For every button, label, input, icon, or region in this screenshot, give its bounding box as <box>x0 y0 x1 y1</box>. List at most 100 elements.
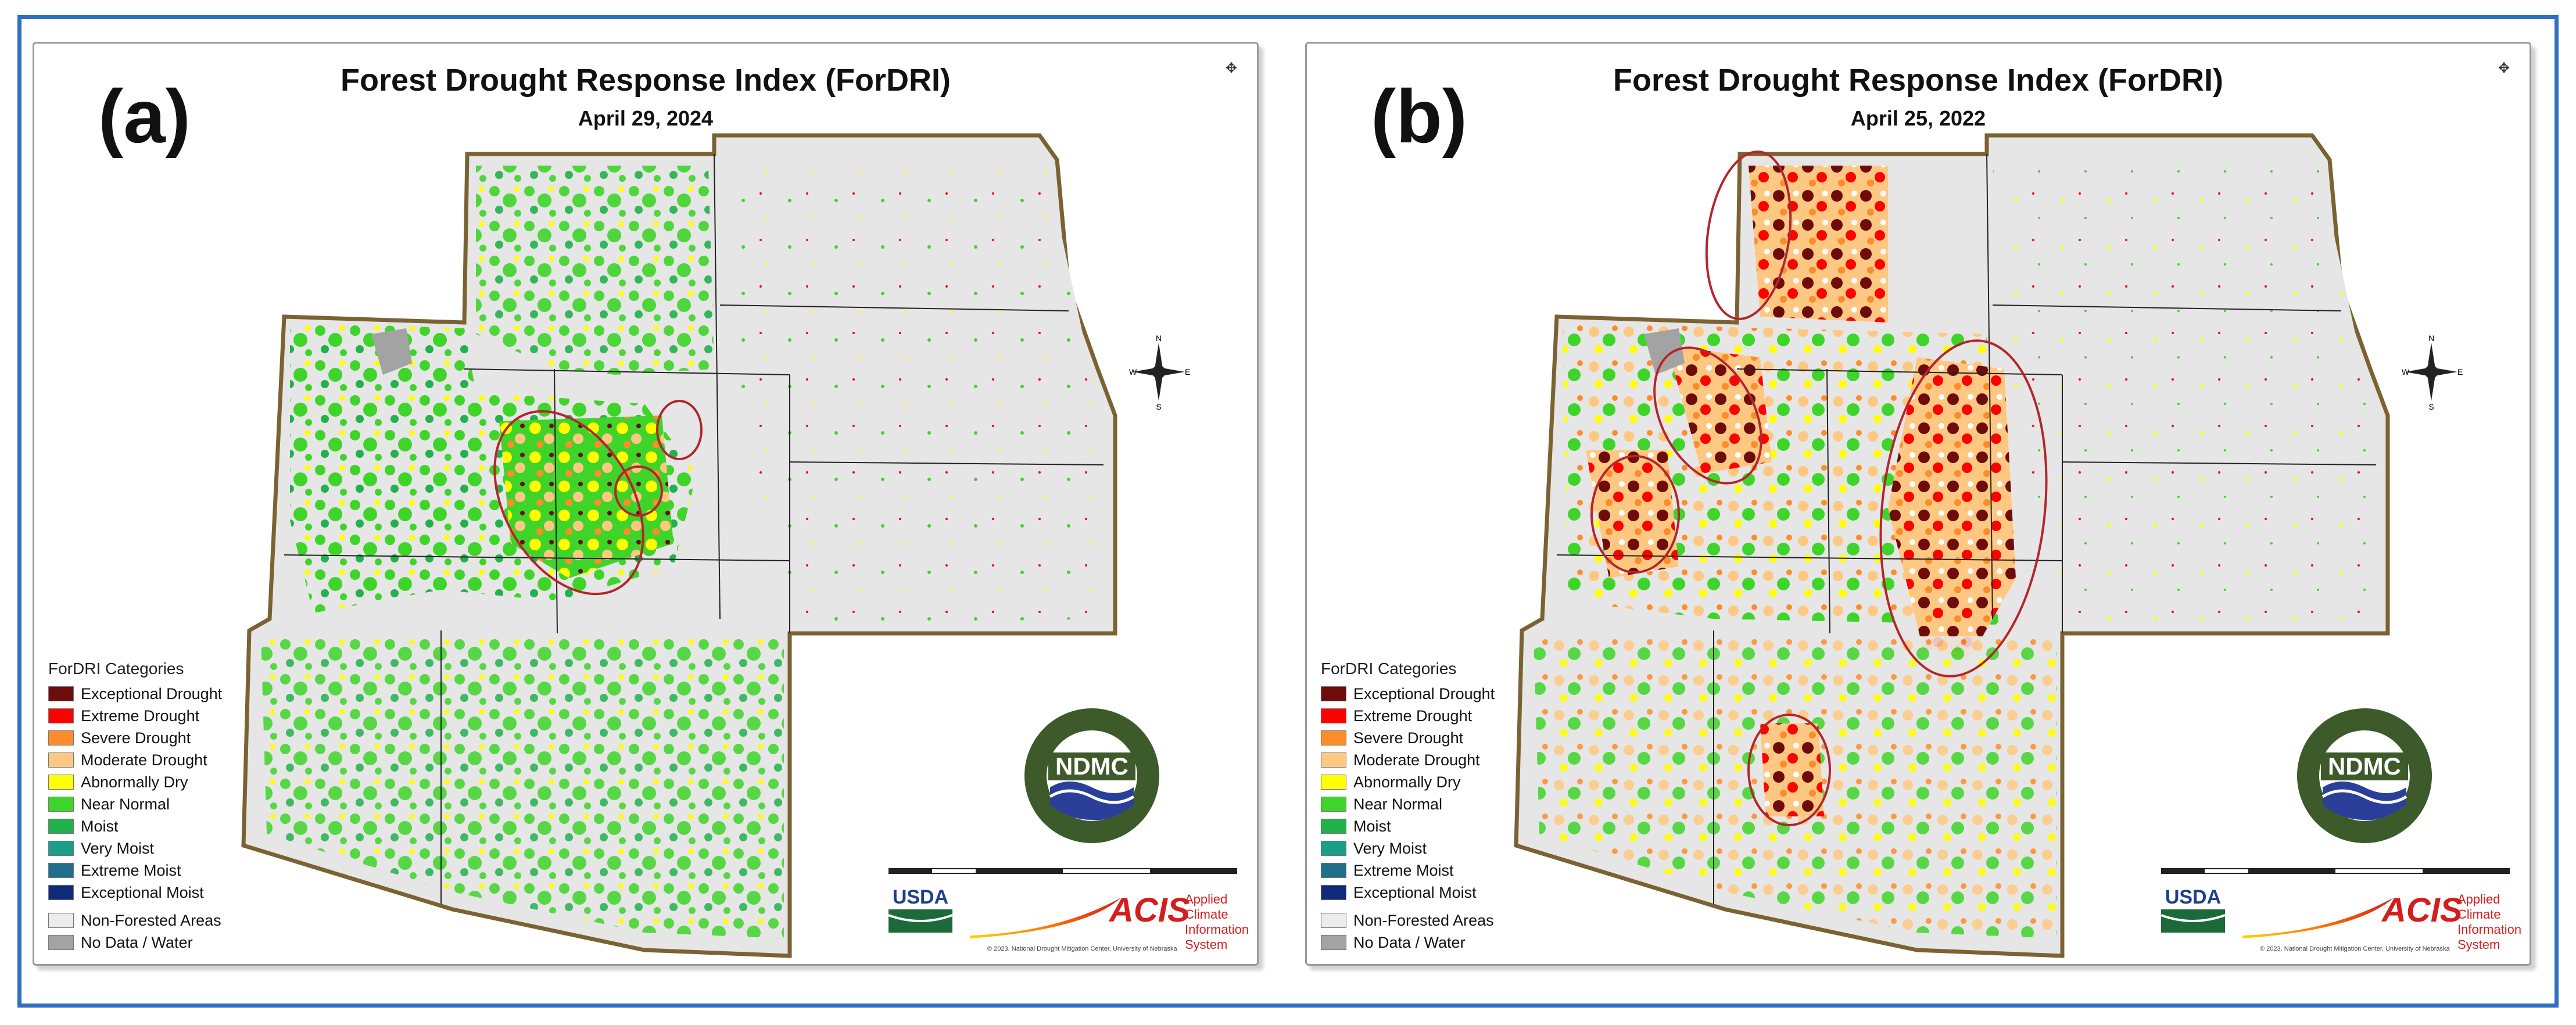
legend-item: Severe Drought <box>1321 727 1495 749</box>
legend-label: Abnormally Dry <box>81 773 188 791</box>
legend-item: Moderate Drought <box>1321 749 1495 771</box>
legend-item: Extreme Moist <box>1321 859 1495 881</box>
legend-swatch <box>48 752 74 768</box>
legend-title: ForDRI Categories <box>48 660 184 678</box>
legend-label: Very Moist <box>81 839 155 857</box>
credit-text: © 2023. National Drought Mitigation Cent… <box>987 945 1177 952</box>
map-title: Forest Drought Response Index (ForDRI) <box>340 63 951 98</box>
compass-n: N <box>2428 334 2434 343</box>
legend-item: Exceptional Moist <box>48 881 222 904</box>
legend-item: Extreme Drought <box>48 705 222 727</box>
legend-item: No Data / Water <box>1321 931 1495 954</box>
compass-w: W <box>2402 367 2410 377</box>
ndmc-logo: NDMC <box>1024 708 1159 843</box>
ndmc-text: NDMC <box>2328 752 2401 780</box>
legend-swatch <box>48 885 74 900</box>
legend-label: Extreme Moist <box>1353 861 1454 879</box>
acis-text: ACIS <box>1109 891 1190 929</box>
legend-item: Near Normal <box>1321 793 1495 815</box>
credit-text: © 2023. National Drought Mitigation Cent… <box>2260 945 2450 952</box>
legend-item: Very Moist <box>48 837 222 859</box>
legend-swatch <box>1321 708 1346 723</box>
compass-s: S <box>2428 402 2434 410</box>
legend-label: Non-Forested Areas <box>81 911 221 929</box>
usda-logo: USDA <box>888 886 952 933</box>
legend-swatch <box>48 797 74 812</box>
legend-item: Exceptional Moist <box>1321 881 1495 904</box>
legend-item: Non-Forested Areas <box>1321 909 1495 931</box>
outer-frame <box>17 15 2559 1008</box>
legend-swatch <box>1321 730 1346 746</box>
legend-extra: Non-Forested Areas No Data / Water <box>48 909 222 954</box>
legend: ForDRI Categories Exceptional Drought Ext… <box>1321 660 1495 954</box>
legend-label: Moist <box>1353 817 1391 835</box>
legend-label: Exceptional Moist <box>1353 883 1477 901</box>
acis-subtitle: Applied Climate Information System <box>1185 892 1249 952</box>
legend-swatch <box>48 708 74 723</box>
acis-text: ACIS <box>2382 891 2463 929</box>
legend-label: Exceptional Drought <box>81 684 223 703</box>
map-canvas-a <box>241 133 1117 958</box>
legend-label: Moist <box>81 817 119 835</box>
map-canvas-b <box>1514 133 2390 958</box>
map-panel-b: ✥ (b) Forest Drought Response Index (For… <box>1305 42 2531 966</box>
legend-item: Severe Drought <box>48 727 222 749</box>
legend-label: Extreme Drought <box>81 707 200 725</box>
map-panel-a: ✥ (a) Forest Drought Response Index (For… <box>33 42 1259 966</box>
legend-swatch <box>1321 913 1346 928</box>
legend-swatch <box>1321 752 1346 768</box>
highlight-ellipse <box>614 465 663 517</box>
legend-swatch <box>48 913 74 928</box>
highlight-ellipse <box>1747 714 1831 826</box>
legend-item: Moist <box>48 815 222 837</box>
legend-swatch <box>48 775 74 790</box>
legend-label: Exceptional Drought <box>1353 684 1495 703</box>
acis-subtitle: Applied Climate Information System <box>2457 892 2522 952</box>
highlight-ellipse <box>1653 346 1762 485</box>
legend-swatch <box>1321 775 1346 790</box>
legend-label: Extreme Moist <box>81 861 181 879</box>
great-salt-lake <box>1644 328 1685 375</box>
legend-label: Moderate Drought <box>1353 751 1480 769</box>
legend-label: Severe Drought <box>81 729 191 747</box>
legend-label: Exceptional Moist <box>81 883 204 901</box>
usda-text: USDA <box>892 886 949 908</box>
legend-item: Abnormally Dry <box>48 771 222 793</box>
panel-label: (a) <box>98 74 191 159</box>
legend: ForDRI Categories Exceptional Drought Ext… <box>48 660 222 954</box>
legend-label: No Data / Water <box>1353 933 1466 951</box>
legend-swatch <box>1321 935 1346 950</box>
usda-text: USDA <box>2165 886 2222 908</box>
legend-item: Very Moist <box>1321 837 1495 859</box>
map-tool-icon: ✥ <box>1226 60 1238 76</box>
legend-label: Severe Drought <box>1353 729 1464 747</box>
legend-item: Exceptional Drought <box>48 683 222 705</box>
legend-swatch <box>1321 819 1346 834</box>
map-tool-icon: ✥ <box>2498 60 2510 76</box>
legend-swatch <box>48 819 74 834</box>
compass-e: E <box>1185 367 1190 377</box>
legend-swatch <box>48 841 74 856</box>
ndmc-logo: NDMC <box>2297 708 2432 843</box>
map-date: April 25, 2022 <box>1850 106 1986 130</box>
legend-items: Exceptional Drought Extreme Drought Severe… <box>48 683 222 904</box>
legend-item: Extreme Drought <box>1321 705 1495 727</box>
legend-swatch <box>48 686 74 701</box>
state-lines <box>1556 153 2377 904</box>
great-salt-lake <box>371 328 412 375</box>
legend-swatch <box>1321 885 1346 900</box>
legend-label: Near Normal <box>1353 795 1443 813</box>
legend-item: No Data / Water <box>48 931 222 954</box>
legend-label: Abnormally Dry <box>1353 773 1461 791</box>
map-title: Forest Drought Response Index (ForDRI) <box>1613 63 2224 98</box>
legend-title: ForDRI Categories <box>1321 660 1457 678</box>
highlight-ellipse <box>1590 455 1680 574</box>
highlight-ellipse <box>656 400 703 460</box>
acis-logo: ACIS Applied Climate Information System <box>970 886 1249 952</box>
legend-label: Very Moist <box>1353 839 1427 857</box>
compass-w: W <box>1129 367 1137 377</box>
state-lines <box>284 153 1104 904</box>
legend-swatch <box>48 863 74 878</box>
legend-swatch <box>48 730 74 746</box>
compass-n: N <box>1156 334 1162 343</box>
